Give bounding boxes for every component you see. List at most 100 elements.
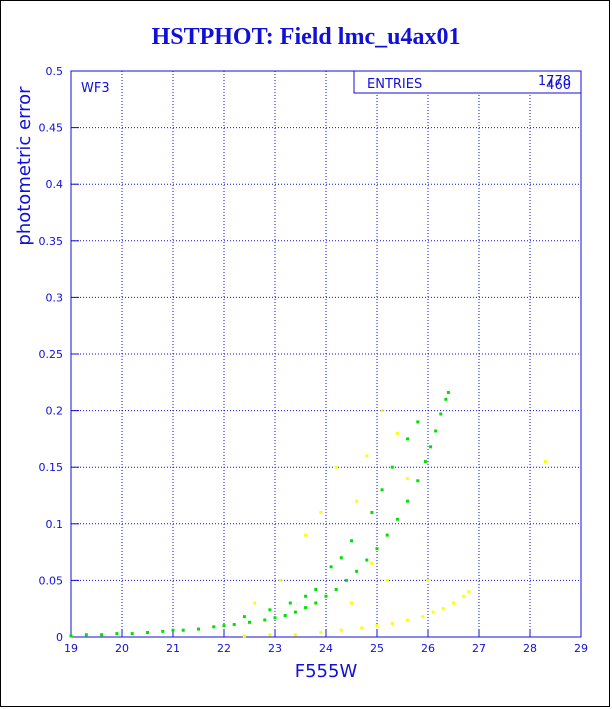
stats-value: 460 bbox=[546, 78, 571, 93]
data-point bbox=[278, 578, 282, 582]
data-point bbox=[130, 632, 134, 636]
x-tick-label: 23 bbox=[268, 642, 282, 655]
x-tick-label: 26 bbox=[421, 642, 435, 655]
data-point bbox=[355, 569, 359, 573]
data-point bbox=[212, 625, 216, 629]
y-tick-label: 0.45 bbox=[39, 122, 64, 135]
stats-box: ENTRIES 1778 460 bbox=[353, 70, 582, 94]
data-point bbox=[161, 629, 165, 633]
grid bbox=[71, 71, 581, 637]
data-point bbox=[385, 578, 389, 582]
data-point bbox=[273, 616, 277, 620]
x-tick-label: 22 bbox=[217, 642, 231, 655]
panel-label: WF3 bbox=[81, 81, 110, 96]
x-axis-label: F555W bbox=[295, 661, 358, 682]
data-point bbox=[380, 488, 384, 492]
data-point bbox=[395, 517, 399, 521]
data-point bbox=[431, 610, 435, 614]
data-point bbox=[355, 499, 359, 503]
data-point bbox=[395, 431, 399, 435]
data-point bbox=[146, 630, 149, 634]
y-tick-label: 0.2 bbox=[46, 405, 64, 418]
data-point bbox=[181, 628, 185, 632]
x-tick-label: 24 bbox=[319, 642, 333, 655]
data-point bbox=[339, 628, 343, 632]
data-point bbox=[304, 594, 308, 598]
x-tick-label: 20 bbox=[115, 642, 129, 655]
data-point bbox=[268, 633, 272, 637]
data-point bbox=[334, 465, 338, 469]
data-point bbox=[324, 594, 328, 598]
data-point bbox=[421, 615, 425, 619]
data-point bbox=[350, 539, 353, 543]
data-point bbox=[439, 412, 443, 416]
data-point bbox=[390, 621, 394, 625]
data-point bbox=[444, 397, 448, 401]
data-point bbox=[375, 547, 379, 551]
data-point bbox=[232, 623, 236, 627]
x-tick-label: 19 bbox=[64, 642, 78, 655]
data-point bbox=[329, 565, 333, 569]
data-point bbox=[350, 601, 353, 605]
data-point bbox=[406, 437, 410, 441]
data-point bbox=[446, 390, 450, 394]
data-point bbox=[314, 601, 318, 605]
data-point bbox=[429, 445, 433, 449]
data-point bbox=[360, 626, 364, 630]
x-tick-label: 28 bbox=[523, 642, 537, 655]
data-point bbox=[84, 633, 88, 637]
data-point bbox=[304, 606, 308, 610]
data-point bbox=[390, 465, 394, 469]
data-point bbox=[319, 630, 323, 634]
data-point bbox=[293, 633, 297, 637]
data-point bbox=[543, 460, 547, 464]
y-tick-label: 0.1 bbox=[46, 518, 64, 531]
data-point bbox=[375, 624, 379, 628]
y-tick-label: 0.35 bbox=[39, 235, 64, 248]
x-tick-label: 25 bbox=[370, 642, 384, 655]
data-point bbox=[385, 533, 389, 537]
data-point bbox=[171, 628, 175, 632]
y-tick-labels: 0 0.05 0.1 0.15 0.2 0.25 0.3 0.35 0.4 0.45 0.5 bbox=[39, 65, 64, 644]
data-point bbox=[248, 620, 251, 624]
data-point bbox=[319, 510, 323, 514]
x-tick-label: 29 bbox=[574, 642, 588, 655]
y-tick-label: 0.5 bbox=[46, 65, 64, 78]
data-point bbox=[222, 624, 226, 628]
data-point bbox=[268, 608, 272, 612]
data-point bbox=[100, 633, 104, 637]
x-tick-labels: 19 20 21 22 23 24 25 26 27 28 29 bbox=[64, 642, 588, 655]
data-point bbox=[426, 578, 430, 582]
data-point bbox=[242, 634, 246, 638]
data-point bbox=[416, 420, 420, 424]
stats-value: 1778 bbox=[538, 74, 571, 89]
data-point bbox=[339, 556, 343, 560]
data-point bbox=[288, 601, 292, 605]
data-point bbox=[452, 601, 455, 605]
data-point bbox=[406, 618, 410, 622]
data-point bbox=[380, 409, 384, 413]
data-point bbox=[115, 632, 119, 636]
y-tick-label: 0.4 bbox=[46, 178, 64, 191]
y-tick-label: 0.05 bbox=[39, 574, 64, 587]
x-tick-label: 27 bbox=[472, 642, 486, 655]
data-point bbox=[344, 578, 348, 582]
data-point bbox=[365, 558, 369, 562]
y-axis-label: photometric error bbox=[14, 86, 35, 246]
data-point bbox=[197, 627, 200, 631]
data-point bbox=[283, 613, 287, 617]
data-point bbox=[370, 561, 374, 565]
data-point bbox=[441, 607, 445, 611]
data-point bbox=[416, 479, 420, 483]
data-point bbox=[293, 610, 297, 614]
y-tick-label: 0.25 bbox=[39, 348, 64, 361]
data-point bbox=[423, 460, 427, 464]
data-point bbox=[462, 594, 466, 598]
y-tick-label: 0.3 bbox=[46, 291, 64, 304]
data-point bbox=[370, 510, 374, 514]
data-point bbox=[406, 499, 410, 503]
y-tick-label: 0 bbox=[56, 631, 63, 644]
data-point bbox=[334, 587, 338, 591]
